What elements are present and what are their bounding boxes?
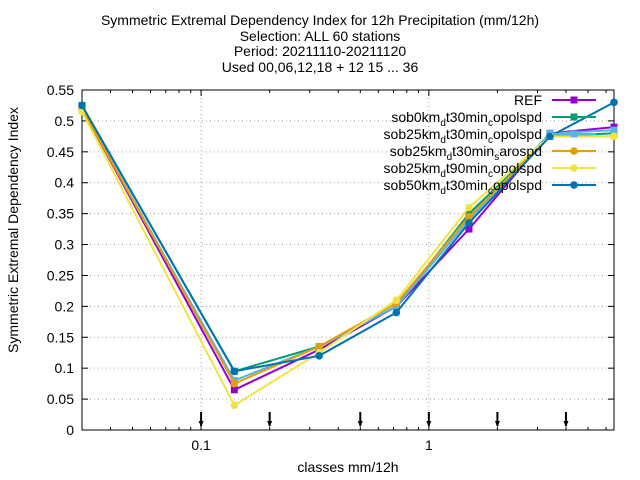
y-tick-label: 0.2 xyxy=(55,298,75,314)
data-point xyxy=(315,342,323,351)
legend-label: sob0kmdt30mincopolspd xyxy=(391,109,542,129)
legend-label: sob25kmdt30minsarospd xyxy=(390,143,542,163)
x-tick-label: 0.1 xyxy=(191,437,211,453)
chart-subtitle-used: Used 00,06,12,18 + 12 15 ... 36 xyxy=(221,59,419,75)
chart-subtitle-selection: Selection: ALL 60 stations xyxy=(239,28,401,44)
data-point xyxy=(230,401,239,410)
data-point xyxy=(610,98,618,107)
y-tick-label: 0.35 xyxy=(47,206,74,222)
y-tick-label: 0.45 xyxy=(47,144,74,160)
y-tick-label: 0.05 xyxy=(47,391,74,407)
data-point xyxy=(230,379,239,388)
data-point xyxy=(610,132,618,141)
data-point xyxy=(465,219,473,227)
y-tick-label: 0.15 xyxy=(47,329,74,345)
y-tick-label: 0 xyxy=(66,422,74,438)
y-axis-label: Symmetric Extremal Dependency Index xyxy=(5,107,21,353)
data-point xyxy=(570,181,578,189)
class-marker-arrow xyxy=(267,421,273,427)
class-marker-arrow xyxy=(563,421,569,427)
x-axis-label: classes mm/12h xyxy=(297,459,398,475)
data-point xyxy=(465,212,473,221)
data-point xyxy=(570,130,578,138)
class-marker-arrow xyxy=(357,421,363,427)
plot-border xyxy=(81,89,615,431)
data-point xyxy=(570,96,578,104)
y-tick-label: 0.3 xyxy=(55,237,75,253)
class-marker-arrow xyxy=(198,421,204,427)
data-point xyxy=(392,308,401,317)
y-tick-label: 0.5 xyxy=(55,113,75,129)
data-point xyxy=(570,164,578,172)
data-point xyxy=(315,352,323,360)
legend-label: sob50kmdt30mincopolspd xyxy=(384,177,542,197)
data-point xyxy=(392,296,401,304)
legend-label: sob25kmdt30mincopolspd xyxy=(384,126,542,146)
y-tick-label: 0.4 xyxy=(55,175,75,191)
data-point xyxy=(465,225,473,233)
data-point xyxy=(610,126,618,134)
data-point xyxy=(546,132,554,141)
legend-label: sob25kmdt90mincopolspd xyxy=(384,160,542,180)
class-marker-arrow xyxy=(426,421,432,427)
data-point xyxy=(570,113,578,121)
chart-title: Symmetric Extremal Dependency Index for … xyxy=(100,12,540,28)
data-point xyxy=(465,203,473,212)
class-marker-arrow xyxy=(494,421,500,427)
y-tick-label: 0.55 xyxy=(47,82,74,98)
data-point xyxy=(570,147,578,155)
data-point xyxy=(78,101,86,110)
data-point xyxy=(230,367,239,376)
y-tick-label: 0.1 xyxy=(55,360,75,376)
chart-subtitle-period: Period: 20211110-20211120 xyxy=(233,43,407,59)
x-tick-label: 1 xyxy=(425,437,433,453)
legend-label: REF xyxy=(514,92,542,108)
data-point xyxy=(230,386,238,394)
y-tick-label: 0.25 xyxy=(47,267,74,283)
